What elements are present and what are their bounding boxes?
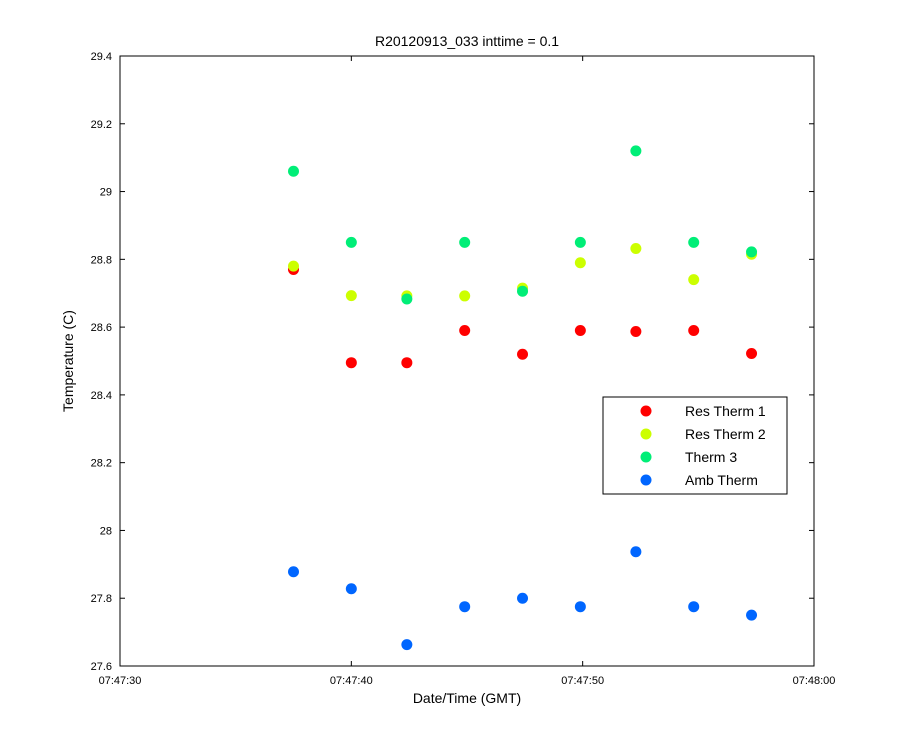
- data-point: [746, 609, 758, 621]
- legend-label: Res Therm 2: [685, 426, 766, 442]
- legend-marker: [640, 428, 652, 440]
- data-point: [746, 348, 758, 360]
- x-tick-label: 07:47:40: [330, 675, 373, 687]
- y-tick-label: 29: [100, 187, 112, 199]
- data-point: [401, 293, 413, 305]
- series-therm-3: [288, 145, 758, 305]
- legend-box: [602, 396, 788, 495]
- legend-label: Therm 3: [685, 449, 737, 465]
- data-point: [688, 274, 700, 286]
- data-point: [574, 601, 586, 613]
- data-point: [288, 566, 299, 578]
- data-point: [288, 260, 299, 272]
- data-point: [459, 601, 471, 613]
- data-point: [517, 348, 529, 360]
- y-tick-label: 29.4: [91, 51, 112, 63]
- y-axis-title: Temperature (C): [60, 310, 76, 412]
- legend-label: Res Therm 1: [685, 403, 766, 419]
- data-point: [688, 325, 700, 336]
- x-tick-label: 07:47:30: [99, 675, 142, 687]
- data-point: [459, 290, 471, 302]
- x-tick-label: 07:47:50: [561, 675, 604, 687]
- data-point: [345, 357, 357, 369]
- data-point: [688, 236, 700, 248]
- data-point: [345, 583, 357, 595]
- y-tick-label: 28.8: [91, 254, 112, 266]
- data-point: [401, 357, 413, 369]
- plot-frame: [119, 55, 815, 667]
- data-point: [630, 546, 642, 558]
- y-tick-label: 27.6: [91, 661, 112, 673]
- legend-label: Amb Therm: [685, 472, 758, 488]
- data-point: [574, 236, 586, 248]
- y-tick-label: 28.2: [91, 458, 112, 470]
- series-amb-therm: [288, 546, 758, 651]
- legend-marker: [640, 451, 652, 463]
- chart-title: R20120913_033 inttime = 0.1: [375, 33, 559, 49]
- data-point: [345, 236, 357, 248]
- data-point: [574, 325, 586, 336]
- data-point: [630, 242, 642, 254]
- data-point: [345, 290, 357, 302]
- y-tick-label: 28.6: [91, 322, 112, 334]
- data-point: [459, 325, 471, 336]
- x-axis: 07:47:30 07:47:40 07:47:50 07:48:00: [99, 56, 836, 687]
- data-point: [517, 592, 529, 604]
- data-point: [574, 257, 586, 269]
- y-tick-label: 28: [100, 525, 112, 537]
- y-axis: 27.6 27.8 28 28.2 28.4 28.6 28.8 29 29.2 29.4: [91, 51, 814, 673]
- data-point: [746, 246, 758, 258]
- data-point: [688, 601, 700, 613]
- legend: Res Therm 1 Res Therm 2 Therm 3 Amb Therm: [602, 396, 788, 495]
- y-tick-label: 28.4: [91, 390, 112, 402]
- plot-area: [288, 145, 758, 651]
- legend-marker: [640, 474, 652, 486]
- legend-marker: [640, 405, 652, 417]
- data-point: [288, 165, 299, 177]
- data-point: [517, 285, 529, 297]
- data-point: [401, 639, 413, 651]
- data-point: [630, 326, 642, 338]
- y-tick-label: 27.8: [91, 593, 112, 605]
- y-tick-label: 29.2: [91, 119, 112, 131]
- data-point: [630, 145, 642, 157]
- x-axis-title: Date/Time (GMT): [413, 690, 521, 706]
- data-point: [459, 236, 471, 248]
- x-tick-label: 07:48:00: [793, 675, 836, 687]
